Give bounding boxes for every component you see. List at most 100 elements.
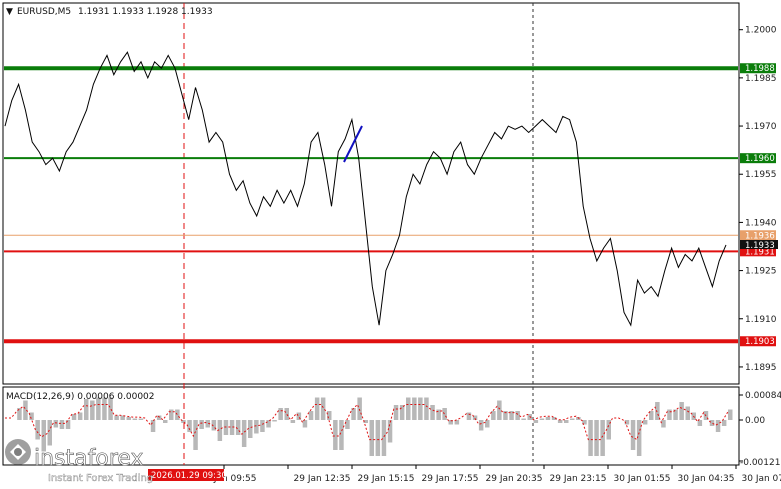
macd-histogram-bar [205, 420, 210, 428]
trend-line[interactable] [343, 125, 363, 163]
macd-histogram-bar [576, 417, 581, 420]
macd-histogram-bar [284, 408, 289, 420]
level-price-tags: 1.1988 1.1960 1.1936 1.1931 1.1903 [740, 63, 776, 347]
macd-histogram [17, 397, 733, 456]
macd-histogram-bar [150, 420, 156, 432]
macd-histogram-bar [229, 420, 235, 435]
macd-histogram-bar [448, 420, 453, 425]
macd-histogram-bar [17, 408, 22, 420]
macd-histogram-bar [539, 418, 545, 420]
macd-histogram-bar [369, 420, 374, 456]
macd-histogram-bar [381, 420, 387, 456]
support-resistance-levels [4, 66, 738, 344]
macd-histogram-bar [551, 417, 557, 420]
time-tick-label: 29 Jan 20:35 [486, 474, 543, 484]
macd-histogram-bar [424, 397, 429, 420]
macd-label: MACD(12,26,9) 0.00006 0.00002 [6, 392, 155, 402]
level-price-tag [740, 153, 776, 164]
macd-histogram-bar [156, 415, 162, 420]
macd-histogram-bar [515, 411, 520, 420]
highlight-time-tag: 2026.01.29 09:30 [148, 469, 227, 481]
macd-histogram-bar [485, 420, 490, 428]
macd-histogram-bar [685, 406, 690, 420]
time-axis: 29 Jan 09:55 29 Jan 12:35 29 Jan 15:15 29 J… [200, 465, 781, 484]
macd-histogram-bar [545, 417, 551, 420]
macd-histogram-bar [71, 414, 77, 420]
macd-histogram-bar [363, 420, 368, 423]
macd-histogram-bar [296, 412, 302, 420]
level-price-tag [740, 336, 776, 347]
macd-histogram-bar [23, 400, 28, 420]
macd-histogram-bar [181, 420, 186, 423]
svg-text:1.1933: 1.1933 [745, 241, 775, 251]
macd-histogram-bar [375, 420, 381, 456]
svg-text:2026.01.29 09:30: 2026.01.29 09:30 [151, 471, 227, 481]
logo-tagline: Instant Forex Trading [48, 473, 153, 484]
macd-histogram-bar [418, 397, 423, 420]
macd-histogram-bar [278, 408, 283, 420]
macd-histogram-bar [728, 409, 733, 420]
macd-histogram-bar [630, 420, 636, 450]
price-tick-label: 1.1985 [745, 74, 777, 84]
macd-histogram-bar [266, 420, 271, 428]
time-tick-label: 30 Jan 01:55 [614, 474, 671, 484]
macd-histogram-bar [624, 420, 630, 425]
macd-histogram-bar [254, 420, 259, 434]
macd-histogram-bar [175, 409, 180, 420]
macd-histogram-bar [436, 409, 441, 420]
macd-histogram-bar [314, 397, 320, 420]
macd-histogram-bar [211, 420, 217, 431]
macd-histogram-bar [102, 397, 107, 420]
macd-histogram-bar [636, 420, 642, 456]
price-line [4, 51, 727, 327]
macd-histogram-bar [96, 397, 101, 420]
level-price-tag [740, 230, 776, 241]
collapse-arrow-icon[interactable]: ▼ [6, 7, 13, 17]
macd-histogram-bar [721, 420, 727, 426]
time-tick-label: 30 Jan 07:15 [742, 474, 781, 484]
price-tick-label: 1.1955 [745, 170, 777, 180]
macd-histogram-bar [588, 420, 593, 456]
macd-histogram-bar [327, 411, 332, 420]
macd-histogram-bar [509, 411, 514, 420]
macd-histogram-bar [199, 420, 204, 429]
macd-histogram-bar [649, 411, 654, 420]
macd-histogram-bar [59, 420, 65, 429]
macd-histogram-bar [673, 409, 678, 420]
macd-histogram-bar [108, 397, 113, 420]
macd-histogram-bar [442, 408, 447, 420]
macd-axis: 0.00084 0.00 -0.00121 [739, 391, 781, 468]
svg-text:0.00084: 0.00084 [745, 391, 781, 401]
macd-histogram-bar [193, 420, 198, 450]
macd-histogram-bar [132, 418, 138, 420]
macd-histogram-bar [333, 420, 338, 450]
level-price-tag-label: 1.1931 [745, 247, 775, 257]
ohlc-values: 1.1931 1.1933 1.1928 1.1933 [78, 7, 213, 17]
macd-histogram-bar [557, 420, 563, 423]
macd-histogram-bar [503, 411, 508, 420]
macd-histogram-bar [466, 412, 472, 420]
macd-histogram-bar [77, 412, 83, 420]
macd-histogram-bar [715, 420, 721, 432]
time-tick-label: 30 Jan 04:35 [678, 474, 735, 484]
time-tick-label: 29 Jan 09:55 [200, 474, 257, 484]
logo-brand: instaforex [34, 446, 144, 471]
price-tick-label: 1.1895 [745, 363, 777, 373]
macd-histogram-bar [248, 420, 253, 438]
macd-histogram-bar [345, 420, 350, 429]
level-price-tag [740, 246, 776, 257]
macd-histogram-bar [600, 420, 605, 456]
current-price-tag: 1.1933 [740, 240, 778, 251]
macd-histogram-bar [570, 418, 575, 420]
macd-histogram-bar [308, 411, 314, 420]
macd-histogram-bar [53, 420, 59, 428]
macd-histogram-bar [260, 420, 265, 432]
macd-histogram-bar [217, 420, 223, 441]
macd-signal-line [5, 403, 729, 441]
svg-text:0.00: 0.00 [745, 416, 765, 426]
time-tick-label: 29 Jan 23:15 [550, 474, 607, 484]
macd-histogram-bar [430, 405, 435, 420]
level-price-tag-label: 1.1936 [745, 231, 775, 241]
macd-histogram-bar [35, 420, 40, 440]
